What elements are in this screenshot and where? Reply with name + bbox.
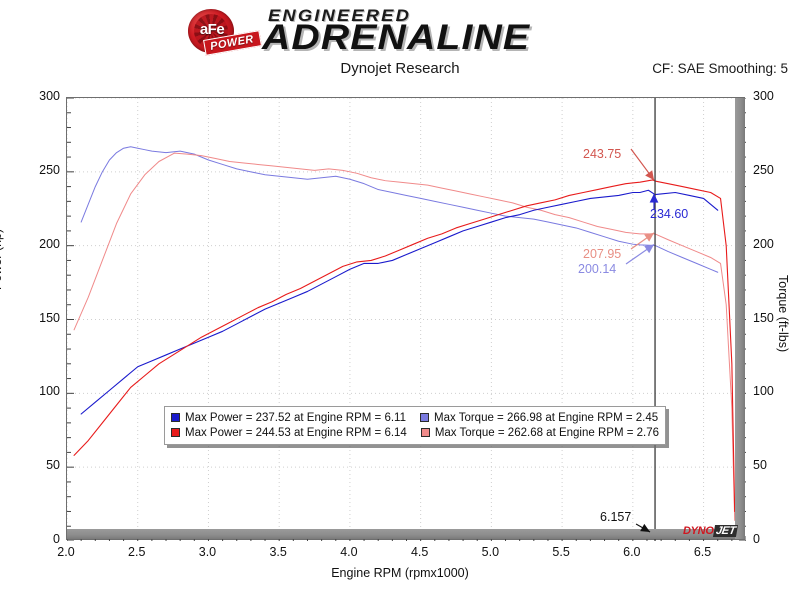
y-axis-right-tick-label: 150 <box>753 310 774 325</box>
y-axis-right-tick-label: 300 <box>753 89 774 103</box>
x-axis-tick-label: 5.0 <box>481 545 500 559</box>
afe-logo-text: aFe <box>199 21 225 38</box>
y-axis-right-tick-label: 50 <box>753 458 767 473</box>
legend-item-power-baseline: Max Power = 237.52 at Engine RPM = 6.11 <box>171 412 406 424</box>
tagline-engineered: ENGINEERED <box>268 6 412 25</box>
y-axis-left-tick-label: 0 <box>53 532 60 546</box>
legend-swatch-icon <box>420 428 430 437</box>
legend-item-torque-afe: Max Torque = 262.68 at Engine RPM = 2.76 <box>420 426 660 439</box>
y-axis-right-tick-label: 0 <box>753 532 760 546</box>
afe-power-logo: aFe ® POWER <box>188 9 263 56</box>
red-power-readout: 243.75 <box>583 147 622 161</box>
y-axis-left-tick-label: 150 <box>39 310 60 325</box>
header-band: aFe ® POWER ENGINEERED ADRENALINE <box>0 0 800 57</box>
blue-torque-readout: 200.14 <box>578 262 617 276</box>
y-axis-label-power: Power (hp) <box>0 228 4 290</box>
y-axis-right-tick-label: 250 <box>753 162 774 177</box>
dynojet-watermark-jet: JET <box>712 525 738 537</box>
x-axis-tick-label: 2.0 <box>57 545 75 559</box>
y-axis-left-tick-label: 50 <box>46 458 60 473</box>
legend-label: Max Torque = 262.68 at Engine RPM = 2.76 <box>434 426 660 439</box>
x-axis-tick-label: 4.0 <box>340 545 358 559</box>
x-axis-tick-label: 4.5 <box>410 545 429 559</box>
legend-item-power-afe: Max Power = 244.53 at Engine RPM = 6.14 <box>171 427 407 439</box>
axis-band-right <box>735 98 745 539</box>
chart-title: Dynojet Research <box>340 60 460 77</box>
y-axis-left-tick-label: 200 <box>39 236 60 251</box>
red-torque-readout: 207.95 <box>583 247 622 261</box>
legend-swatch-icon <box>171 413 180 422</box>
legend-label: Max Torque = 266.98 at Engine RPM = 2.45 <box>433 411 659 424</box>
dynojet-watermark: DYNOJET <box>683 525 738 537</box>
legend-row: Max Power = 244.53 at Engine RPM = 6.14 … <box>171 425 659 440</box>
x-axis-tick-label: 2.5 <box>128 545 146 559</box>
afe-logo-circle <box>188 9 234 53</box>
y-axis-left-tick-label: 250 <box>39 162 60 177</box>
correction-factor-label: CF: SAE Smoothing: 5 <box>652 61 788 76</box>
legend-item-torque-baseline: Max Torque = 266.98 at Engine RPM = 2.45 <box>419 411 659 424</box>
y-axis-left-tick-label: 100 <box>39 384 60 399</box>
blue-power-readout: 234.60 <box>650 207 689 221</box>
dynojet-watermark-dyno: DYNO <box>683 525 714 537</box>
legend-row: Max Power = 237.52 at Engine RPM = 6.11 … <box>171 410 659 425</box>
x-axis-tick-label: 6.0 <box>623 545 641 559</box>
legend-box[interactable]: Max Power = 237.52 at Engine RPM = 6.11 … <box>164 406 667 445</box>
x-axis-tick-label: 6.5 <box>693 545 712 559</box>
legend-label: Max Power = 237.52 at Engine RPM = 6.11 <box>185 411 406 424</box>
legend-swatch-icon <box>419 413 429 422</box>
tagline-adrenaline: ADRENALINE <box>262 18 531 57</box>
y-axis-right-tick-label: 200 <box>753 236 774 251</box>
cursor-rpm-label: 6.157 <box>600 510 632 524</box>
afe-registered-icon: ® <box>229 13 234 19</box>
curves-layer <box>73 98 736 541</box>
legend-label: Max Power = 244.53 at Engine RPM = 6.14 <box>185 426 407 439</box>
x-axis-tick-label: 3.0 <box>198 545 217 559</box>
x-axis-tick-label: 5.5 <box>552 545 570 559</box>
y-axis-right-tick-label: 100 <box>753 384 774 399</box>
legend-swatch-icon <box>171 428 180 437</box>
plot-area <box>66 97 746 541</box>
y-axis-left-tick-label: 300 <box>39 89 60 103</box>
x-axis-tick-label: 3.5 <box>269 545 287 559</box>
x-axis-label: Engine RPM (rpmx1000) <box>331 566 469 580</box>
axis-band-bottom <box>67 529 745 539</box>
